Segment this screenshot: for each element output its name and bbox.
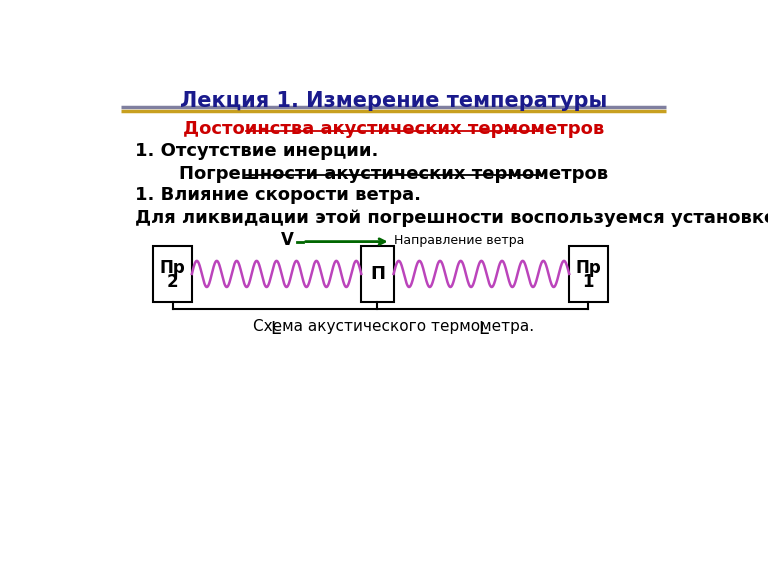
Bar [361,246,393,302]
Text: Схема акустического термометра.: Схема акустического термометра. [253,319,535,334]
Text: 2: 2 [167,272,178,291]
Text: Для ликвидации этой погрешности воспользуемся установкой:: Для ликвидации этой погрешности воспольз… [135,209,768,228]
Text: Лекция 1. Измерение температуры: Лекция 1. Измерение температуры [180,90,607,111]
Text: 1. Влияние скорости ветра.: 1. Влияние скорости ветра. [135,186,421,204]
Bar [569,246,607,302]
Text: Достоинства акустических термометров: Достоинства акустических термометров [183,120,604,138]
Text: Погрешности акустических термометров: Погрешности акустических термометров [179,165,608,183]
Text: Направление ветра: Направление ветра [395,233,525,247]
Text: 1. Отсутствие инерции.: 1. Отсутствие инерции. [135,142,379,160]
Text: V: V [280,231,293,249]
Bar [154,246,192,302]
Text: Пр: Пр [575,259,601,277]
Text: 1: 1 [583,272,594,291]
Text: Пр: Пр [160,259,186,277]
Text: L: L [478,320,488,338]
Text: П: П [370,265,385,283]
Text: L: L [270,320,280,338]
